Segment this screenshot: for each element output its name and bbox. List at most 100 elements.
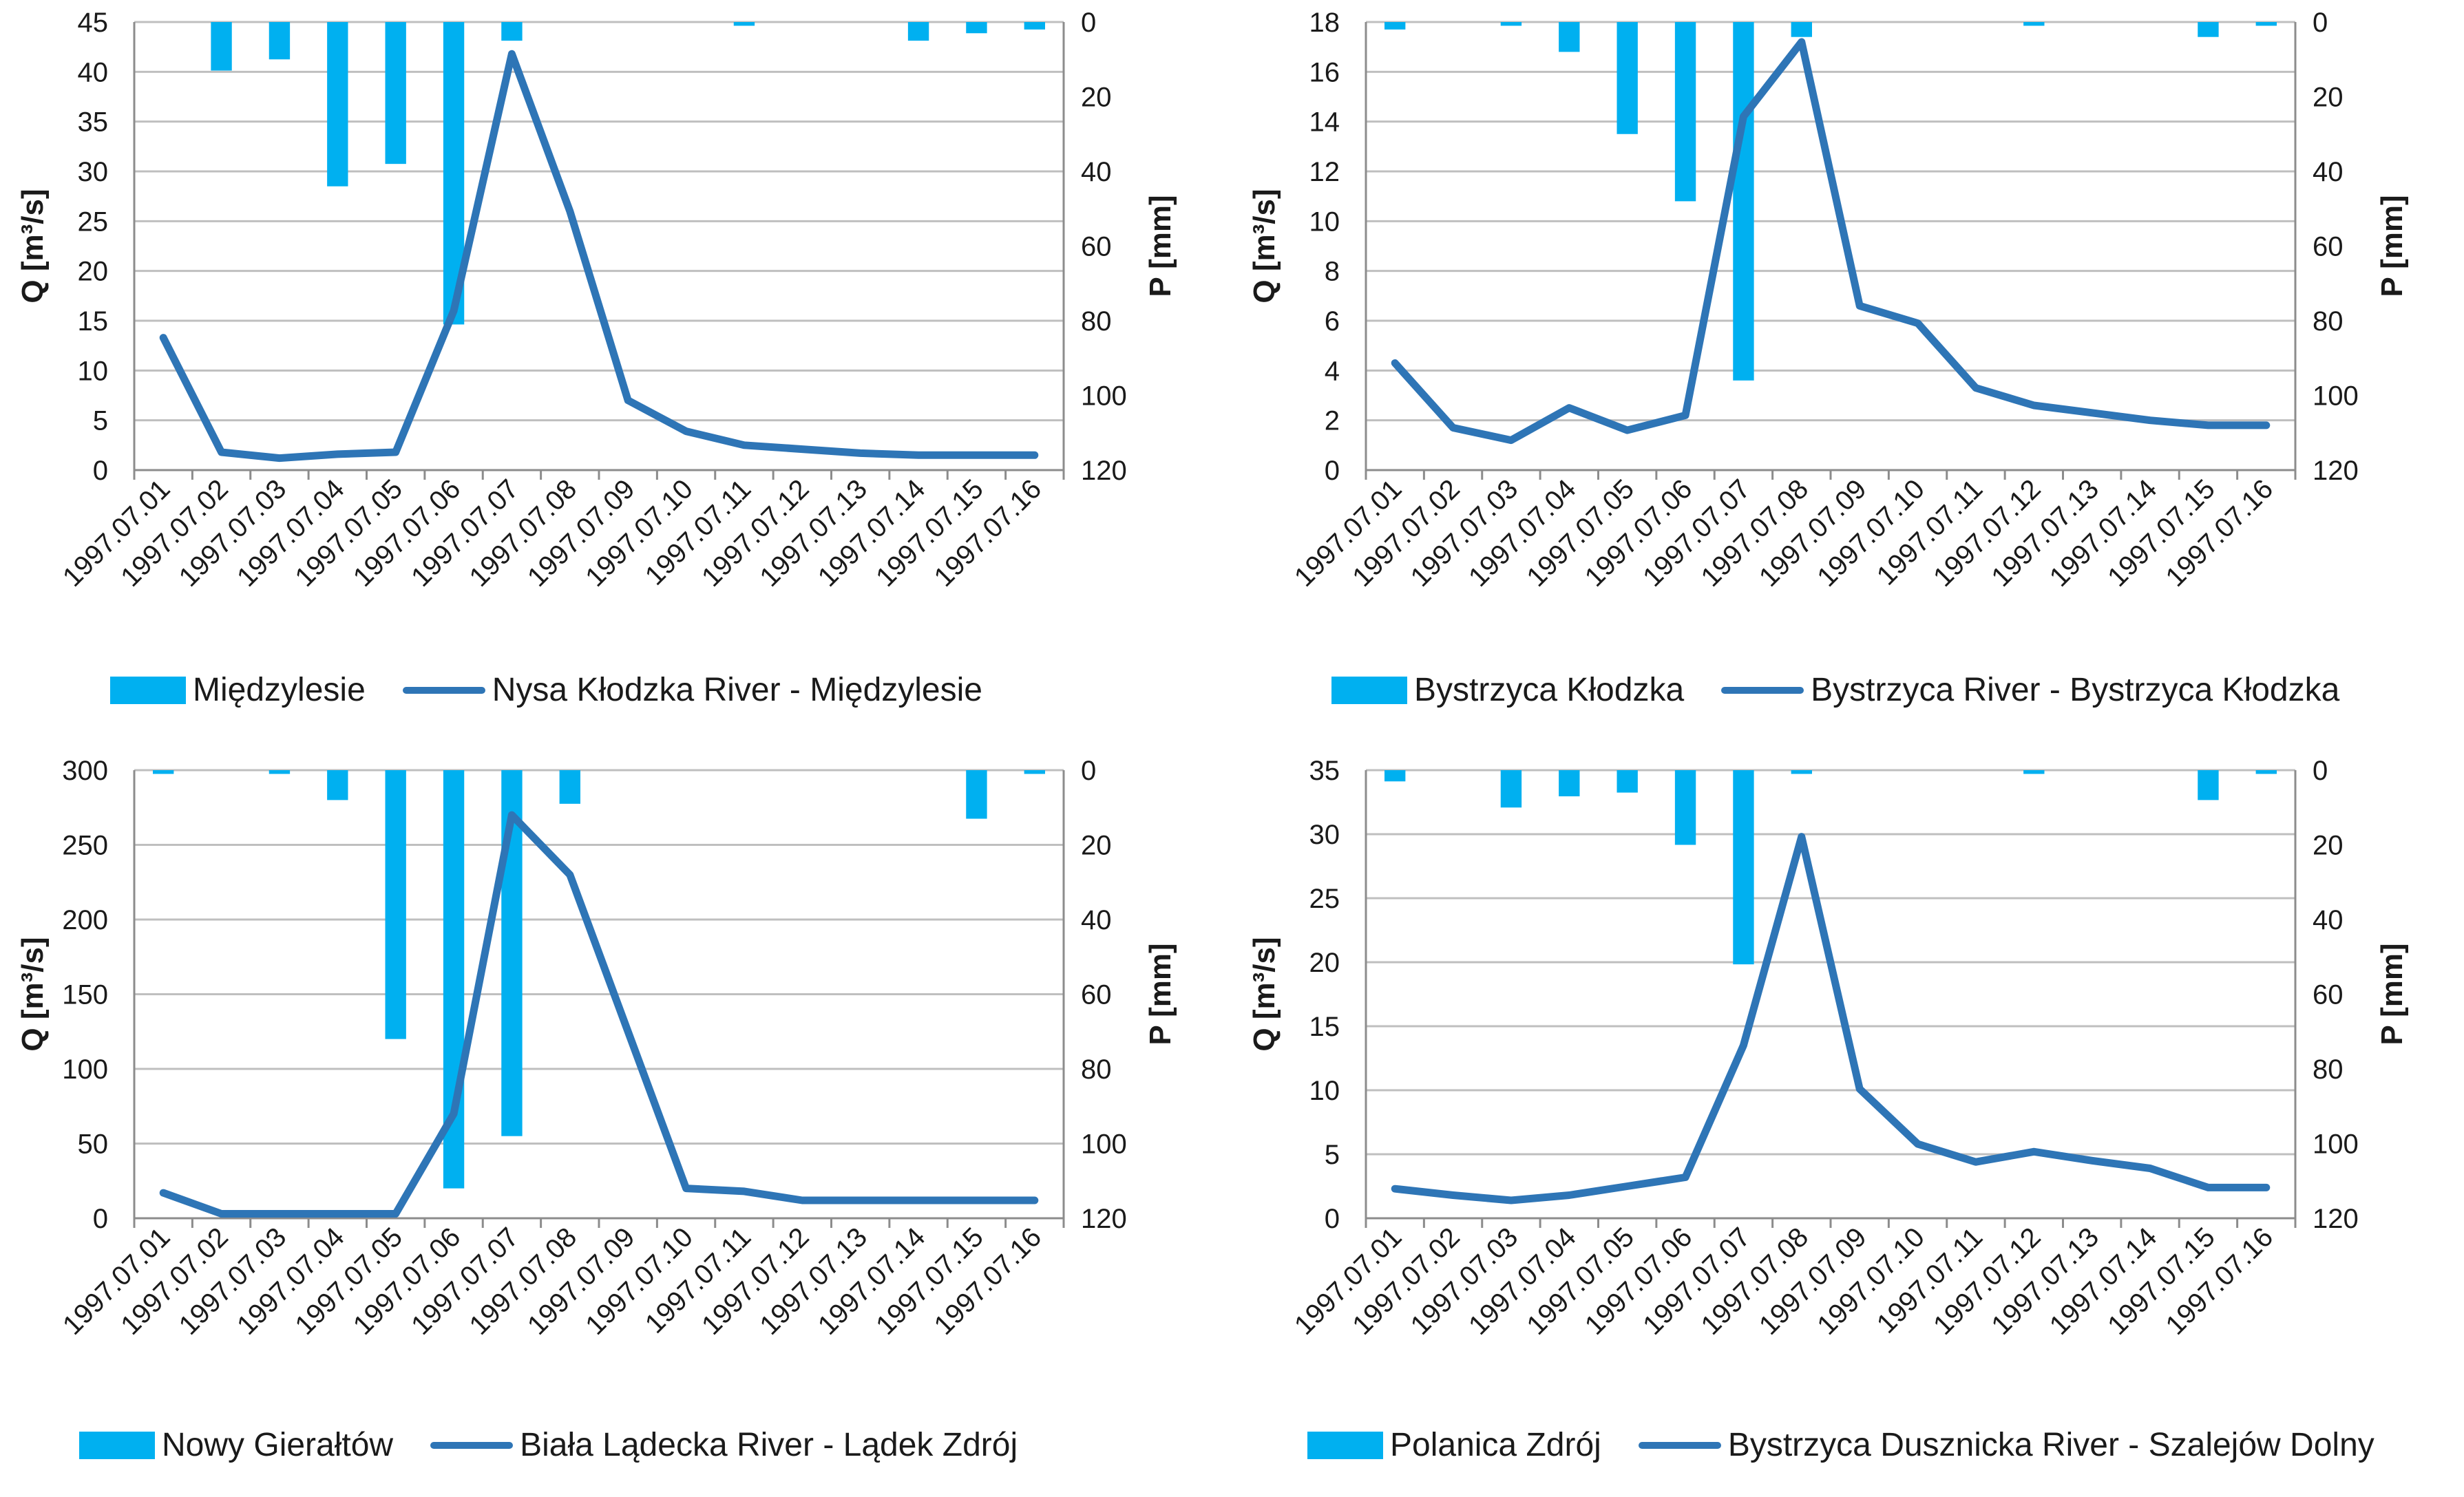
precipitation-bar bbox=[2023, 770, 2045, 774]
y-tick-label: 2 bbox=[1325, 406, 1340, 436]
y2-tick-label: 100 bbox=[1081, 381, 1127, 412]
precipitation-bar bbox=[1733, 770, 1754, 965]
y-tick-label: 200 bbox=[62, 905, 108, 935]
precipitation-bar bbox=[1559, 22, 1580, 52]
precipitation-bar bbox=[1559, 770, 1580, 796]
y-axis-title: Q [m³/s] bbox=[1247, 937, 1281, 1051]
precipitation-bar bbox=[1024, 770, 1045, 774]
y2-tick-label: 0 bbox=[2313, 8, 2328, 38]
legend-bar-swatch bbox=[1307, 1431, 1383, 1459]
y2-tick-label: 20 bbox=[1081, 83, 1112, 113]
y-tick-label: 16 bbox=[1309, 57, 1340, 87]
y-tick-label: 5 bbox=[1325, 1140, 1340, 1170]
y2-tick-label: 80 bbox=[2313, 306, 2344, 337]
precipitation-bar bbox=[2023, 22, 2045, 26]
chart-panel-biala-ladecka: 0 50 100 150 200 250 300 0 20 40 60 80 100 120 1997.07… bbox=[0, 748, 1232, 1496]
y2-tick-label: 60 bbox=[2313, 980, 2344, 1010]
precipitation-bar bbox=[327, 770, 348, 800]
discharge-line bbox=[159, 50, 1039, 463]
legend-line-swatch bbox=[1638, 1441, 1721, 1449]
y2-axis-title: P [mm] bbox=[1144, 943, 1177, 1045]
y-tick-label: 0 bbox=[93, 1204, 108, 1234]
precipitation-bar bbox=[327, 22, 348, 187]
y2-tick-label: 100 bbox=[2313, 1129, 2359, 1160]
chart-legend: Nowy Gierałtów Biała Lądecka River - Ląd… bbox=[79, 1426, 1018, 1464]
discharge-line bbox=[1391, 38, 2271, 445]
precipitation-bar bbox=[2255, 770, 2277, 774]
y-tick-label: 30 bbox=[1309, 820, 1340, 850]
chart-legend: Międzylesie Nysa Kłodzka River - Międzyl… bbox=[110, 671, 982, 709]
precipitation-bar bbox=[1024, 22, 1045, 30]
chart-legend: Polanica Zdrój Bystrzyca Dusznicka River… bbox=[1307, 1426, 2375, 1464]
y-tick-label: 15 bbox=[78, 306, 109, 337]
precipitation-bar bbox=[966, 22, 987, 34]
legend-bar-swatch bbox=[79, 1431, 155, 1459]
precipitation-bar bbox=[211, 22, 232, 71]
precipitation-bar bbox=[1500, 22, 1522, 26]
y-tick-label: 25 bbox=[78, 206, 109, 237]
legend-line-swatch bbox=[1721, 686, 1804, 694]
legend-bar-label: Nowy Gierałtów bbox=[162, 1427, 394, 1463]
y-tick-label: 25 bbox=[1309, 884, 1340, 914]
legend-bar-swatch bbox=[110, 676, 186, 704]
y2-tick-label: 80 bbox=[1081, 306, 1112, 337]
y-tick-label: 0 bbox=[93, 456, 108, 486]
y-tick-label: 150 bbox=[62, 980, 108, 1010]
legend-bar-label: Międzylesie bbox=[193, 672, 366, 708]
y-tick-label: 20 bbox=[1309, 948, 1340, 978]
y-tick-label: 18 bbox=[1309, 8, 1340, 38]
y2-tick-label: 40 bbox=[1081, 905, 1112, 935]
legend-line-label: Nysa Kłodzka River - Międzylesie bbox=[492, 672, 982, 708]
precipitation-bar bbox=[385, 22, 406, 164]
legend-bar-label: Bystrzyca Kłodzka bbox=[1414, 672, 1685, 708]
y2-tick-label: 60 bbox=[1081, 232, 1112, 262]
y2-tick-label: 0 bbox=[1081, 8, 1096, 38]
y2-tick-label: 80 bbox=[2313, 1054, 2344, 1085]
legend-line-swatch bbox=[430, 1441, 514, 1449]
y2-tick-label: 20 bbox=[1081, 831, 1112, 861]
y-axis-title: Q [m³/s] bbox=[16, 189, 50, 303]
y2-tick-label: 120 bbox=[1081, 456, 1127, 486]
precipitation-bar bbox=[733, 22, 755, 26]
precipitation-bar bbox=[1384, 770, 1406, 782]
y2-tick-label: 0 bbox=[2313, 756, 2328, 786]
y-tick-label: 10 bbox=[1309, 206, 1340, 237]
y-tick-label: 5 bbox=[93, 406, 108, 436]
precipitation-bar bbox=[559, 770, 580, 804]
chart-panel-nysa-klodzka: 0 5 10 15 20 25 30 35 40 45 0 20 40 60 80 100 120 1997.07… bbox=[0, 0, 1232, 748]
y-tick-label: 15 bbox=[1309, 1012, 1340, 1042]
y-tick-label: 0 bbox=[1325, 1204, 1340, 1234]
y2-tick-label: 0 bbox=[1081, 756, 1096, 786]
precipitation-bar bbox=[268, 22, 291, 60]
y2-tick-label: 20 bbox=[2313, 831, 2344, 861]
legend-bar-swatch bbox=[1331, 676, 1407, 704]
chart-panel-bystrzyca-dusznicka: 0 5 10 15 20 25 30 35 0 20 40 60 80 100 120 1997.07.01 1… bbox=[1232, 748, 2463, 1496]
y2-tick-label: 100 bbox=[2313, 381, 2359, 412]
precipitation-bar bbox=[2198, 770, 2219, 800]
y2-tick-label: 40 bbox=[2313, 157, 2344, 187]
precipitation-bar bbox=[2198, 22, 2219, 37]
y-tick-label: 30 bbox=[78, 157, 109, 187]
y-tick-label: 12 bbox=[1309, 157, 1340, 187]
discharge-line bbox=[1391, 833, 2271, 1204]
chart-legend: Bystrzyca Kłodzka Bystrzyca River - Byst… bbox=[1331, 671, 2339, 709]
discharge-line bbox=[159, 811, 1039, 1218]
y-tick-label: 45 bbox=[78, 8, 109, 38]
y2-tick-label: 100 bbox=[1081, 1129, 1127, 1160]
precipitation-bar bbox=[1791, 22, 1812, 37]
y-tick-label: 100 bbox=[62, 1054, 108, 1085]
precipitation-bar bbox=[1384, 22, 1406, 30]
y2-tick-label: 80 bbox=[1081, 1054, 1112, 1085]
legend-line-label: Biała Lądecka River - Lądek Zdrój bbox=[520, 1427, 1018, 1463]
y-tick-label: 0 bbox=[1325, 456, 1340, 486]
y-axis-title: Q [m³/s] bbox=[1247, 189, 1281, 303]
chart-panel-bystrzyca: 0 2 4 6 8 10 12 14 16 18 0 20 40 60 80 100 120 1997.07.01… bbox=[1232, 0, 2463, 748]
y-tick-label: 50 bbox=[78, 1129, 109, 1160]
precipitation-bar bbox=[268, 770, 291, 774]
y-tick-label: 35 bbox=[1309, 756, 1340, 786]
precipitation-bar bbox=[153, 770, 174, 774]
